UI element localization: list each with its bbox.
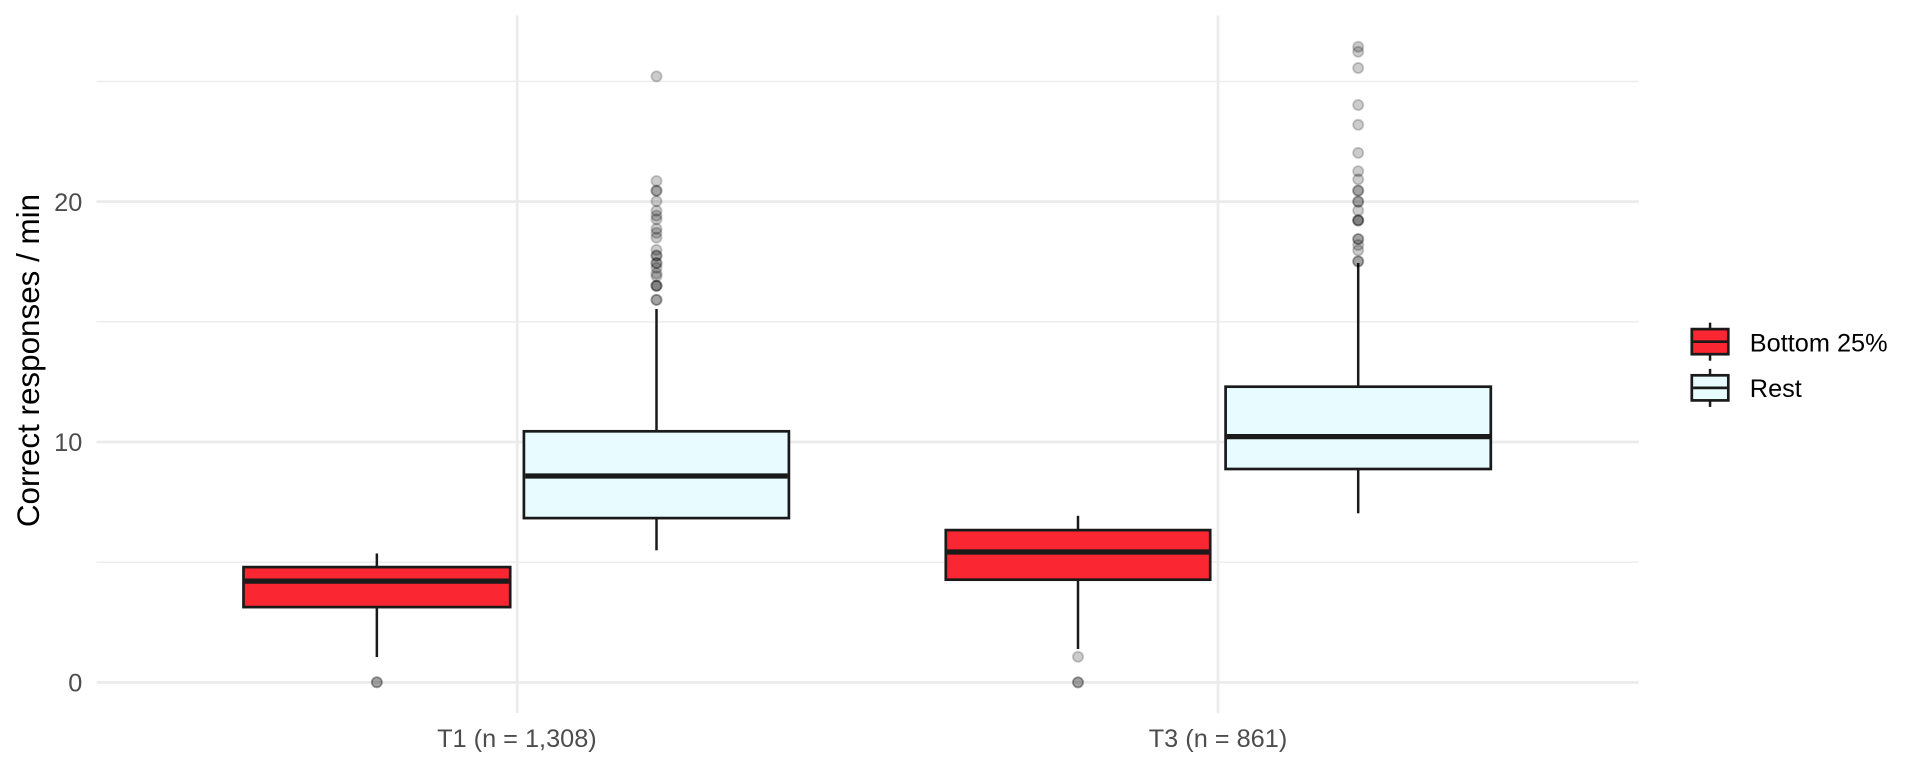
svg-text:Rest: Rest <box>1750 375 1802 403</box>
svg-text:0: 0 <box>68 670 82 698</box>
svg-text:Correct responses / min: Correct responses / min <box>11 194 46 527</box>
svg-text:T1 (n = 1,308): T1 (n = 1,308) <box>437 725 597 753</box>
svg-text:T3 (n = 861): T3 (n = 861) <box>1149 725 1288 753</box>
svg-text:10: 10 <box>54 429 82 457</box>
svg-text:Bottom 25%: Bottom 25% <box>1750 329 1888 357</box>
svg-text:20: 20 <box>54 189 82 217</box>
